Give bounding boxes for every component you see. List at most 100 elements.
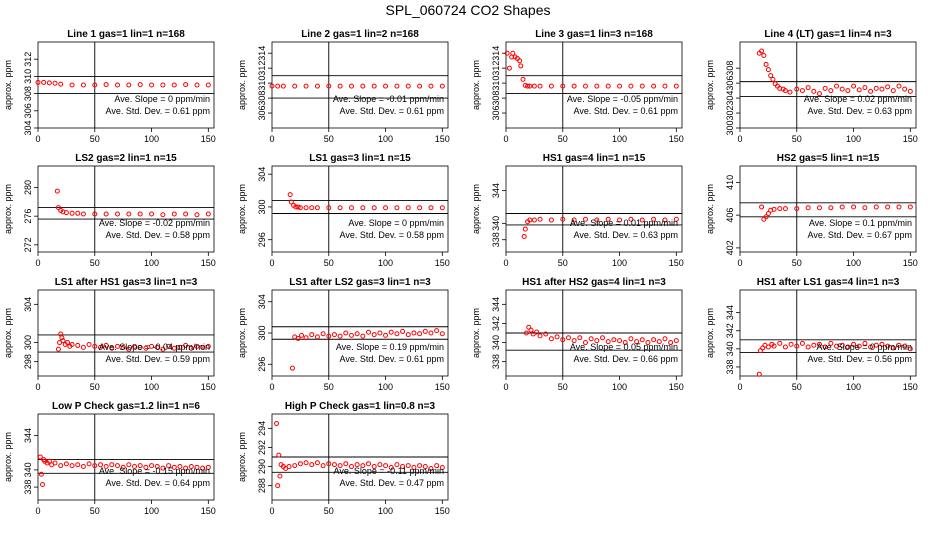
stddev-annotation: Ave. Std. Dev. = 0.61 ppm	[340, 354, 444, 364]
x-tick-label: 0	[269, 134, 274, 144]
y-tick-label: 406	[725, 208, 735, 223]
panel-title: HS1 after HS2 gas=4 lin=1 n=3	[522, 277, 666, 288]
data-point	[331, 462, 337, 468]
panel-title: Line 3 gas=1 lin=3 n=168	[535, 29, 653, 40]
data-point	[275, 83, 281, 89]
x-tick-label: 150	[903, 134, 918, 144]
data-point	[103, 82, 109, 88]
stddev-annotation: Ave. Std. Dev. = 0.59 ppm	[106, 354, 210, 364]
panel-title: Line 4 (LT) gas=1 lin=4 n=3	[764, 29, 892, 40]
data-point	[622, 340, 628, 346]
data-point	[132, 463, 138, 469]
x-tick-label: 0	[35, 506, 40, 516]
data-point	[851, 83, 857, 89]
data-point	[326, 461, 332, 467]
data-point	[768, 73, 774, 79]
data-point	[405, 332, 411, 338]
x-tick-label: 0	[503, 134, 508, 144]
figure-title: SPL_060724 CO2 Shapes	[385, 2, 551, 18]
data-point	[520, 76, 526, 82]
y-tick-label: 338	[725, 359, 735, 374]
x-tick-label: 150	[435, 506, 450, 516]
x-tick-label: 100	[144, 382, 159, 392]
data-point	[348, 205, 354, 211]
data-point	[537, 216, 543, 222]
data-point	[126, 346, 132, 352]
y-tick-label: 310	[491, 76, 501, 91]
data-point	[896, 83, 902, 89]
y-axis-label: approx. ppm	[705, 308, 715, 358]
x-tick-label: 150	[669, 258, 684, 268]
panel-title: Line 2 gas=1 lin=2 n=168	[301, 29, 419, 40]
data-point	[154, 344, 160, 350]
data-point	[337, 205, 343, 211]
data-point	[297, 205, 303, 211]
plot-frame	[37, 41, 215, 129]
data-point	[885, 343, 891, 349]
data-point	[52, 80, 58, 86]
data-point	[303, 460, 309, 466]
data-point	[293, 204, 299, 210]
data-point	[35, 79, 41, 85]
data-point	[92, 82, 98, 88]
data-point	[200, 465, 206, 471]
data-point	[571, 338, 577, 344]
data-point	[851, 204, 857, 210]
data-point	[428, 330, 434, 336]
data-point	[160, 465, 166, 471]
data-point	[862, 205, 868, 211]
panel-6: LS1 gas=3 lin=1 n=15 approx. ppm 296 300 304…	[237, 153, 450, 268]
data-point	[822, 85, 828, 91]
y-tick-label: 306	[725, 76, 735, 91]
data-point	[794, 343, 800, 349]
data-point	[771, 206, 777, 212]
slope-annotation: Ave. Slope = -0.15 ppm/min	[99, 466, 210, 476]
x-tick-label: 0	[737, 382, 742, 392]
x-tick-label: 50	[90, 134, 100, 144]
data-point	[634, 339, 640, 345]
x-tick-label: 150	[669, 382, 684, 392]
data-point	[890, 88, 896, 94]
y-tick-label: 338	[23, 480, 33, 495]
data-point	[628, 216, 634, 222]
x-tick-label: 0	[35, 382, 40, 392]
data-point	[521, 233, 527, 239]
x-tick-label: 50	[324, 382, 334, 392]
y-tick-label: 340	[491, 216, 501, 231]
panel-title: HS1 after LS1 gas=4 lin=1 n=3	[757, 277, 900, 288]
x-tick-label: 0	[737, 258, 742, 268]
data-point	[274, 421, 280, 427]
x-tick-label: 100	[378, 506, 393, 516]
x-tick-label: 150	[201, 258, 216, 268]
data-point	[149, 463, 155, 469]
y-tick-label: 294	[257, 421, 267, 436]
data-point	[269, 83, 275, 89]
slope-annotation: Ave. Slope = -0.01 ppm/min	[333, 94, 444, 104]
slope-annotation: Ave. Slope = -0.04 ppm/min	[99, 342, 210, 352]
data-point	[205, 82, 211, 88]
data-point	[92, 343, 98, 349]
data-point	[434, 328, 440, 334]
data-point	[417, 331, 423, 337]
data-point	[348, 332, 354, 338]
y-axis-label: approx. ppm	[3, 432, 13, 482]
data-point	[600, 335, 606, 341]
data-point	[417, 83, 423, 89]
data-point	[518, 63, 524, 69]
data-point	[295, 204, 301, 210]
stddev-annotation: Ave. Std. Dev. = 0.66 ppm	[574, 354, 678, 364]
data-point	[75, 210, 81, 216]
panel-11: HS1 after HS2 gas=4 lin=1 n=3 approx. ppm…	[471, 277, 684, 392]
data-point	[288, 199, 294, 205]
data-point	[617, 338, 623, 344]
data-point	[299, 332, 305, 338]
data-point	[69, 341, 75, 347]
y-tick-label: 300	[257, 199, 267, 214]
data-point	[639, 337, 645, 343]
data-point	[816, 91, 822, 97]
data-point	[907, 204, 913, 210]
data-point	[137, 82, 143, 88]
data-point	[845, 344, 851, 350]
data-point	[811, 88, 817, 94]
y-axis-label: approx. ppm	[3, 184, 13, 234]
